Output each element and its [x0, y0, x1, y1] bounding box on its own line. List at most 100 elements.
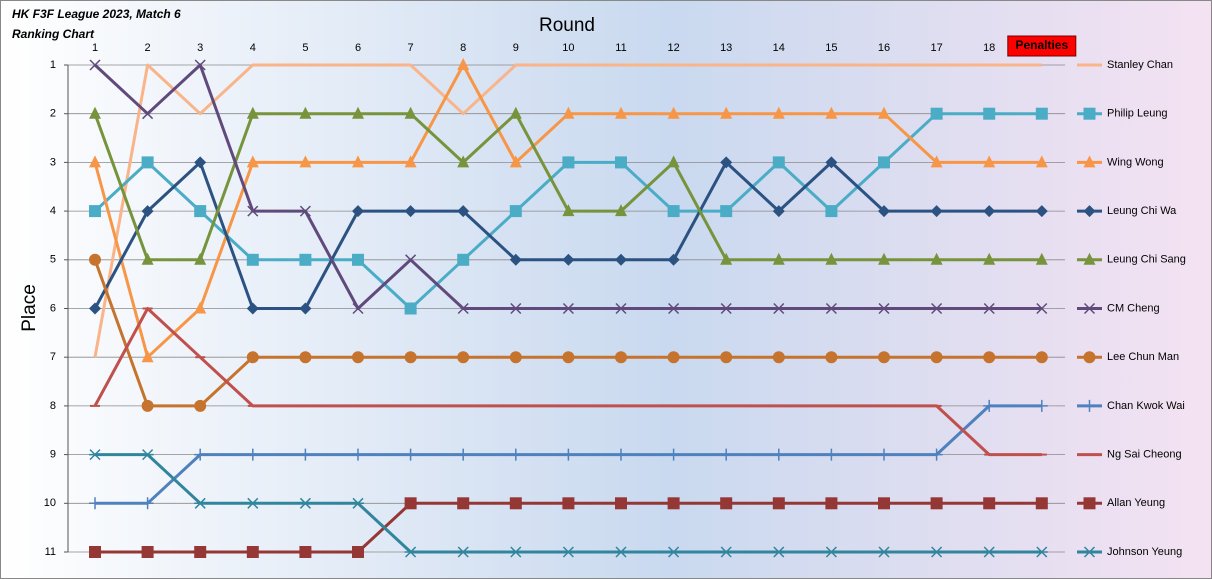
data-point — [720, 546, 733, 558]
legend-marker — [1083, 155, 1096, 168]
data-point — [509, 351, 522, 364]
data-point — [352, 205, 364, 218]
data-point — [983, 107, 996, 120]
legend-marker — [1083, 546, 1096, 558]
y-tick-label: 9 — [50, 449, 56, 461]
data-point — [772, 497, 785, 510]
data-point — [615, 546, 627, 558]
data-point — [825, 351, 838, 364]
data-point — [615, 106, 627, 119]
data-point — [1035, 205, 1048, 218]
data-point — [89, 59, 101, 71]
chart-subtitle: Ranking Chart — [12, 27, 95, 41]
data-point — [352, 302, 364, 315]
data-point — [404, 448, 417, 461]
data-point — [509, 205, 522, 218]
data-point — [562, 106, 575, 119]
data-point — [772, 252, 785, 265]
data-point — [457, 497, 470, 510]
data-point — [299, 448, 312, 461]
legend-marker — [1083, 107, 1096, 120]
data-point — [720, 448, 733, 461]
chart-title: HK F3F League 2023, Match 6 — [12, 7, 181, 21]
x-tick-label: 1 — [92, 42, 98, 54]
data-point — [299, 205, 311, 217]
data-point — [825, 448, 838, 461]
data-point — [141, 497, 154, 510]
category-highlight — [1007, 35, 1077, 57]
data-point — [352, 253, 364, 266]
data-point — [352, 546, 364, 558]
y-axis-title: Place — [19, 284, 40, 332]
data-point — [562, 448, 575, 461]
y-tick-label: 8 — [50, 400, 56, 412]
data-point — [457, 253, 470, 266]
data-point — [404, 302, 417, 315]
data-point — [720, 497, 733, 510]
data-point — [720, 106, 733, 119]
data-point — [878, 156, 890, 169]
x-tick-label: 7 — [408, 42, 414, 54]
data-point — [89, 546, 101, 558]
data-point — [457, 448, 470, 461]
data-point — [89, 449, 101, 461]
legend-marker — [1083, 497, 1096, 510]
data-point — [562, 497, 575, 510]
data-point — [1035, 399, 1048, 412]
x-tick-label: 2 — [145, 42, 151, 54]
data-point — [562, 204, 575, 217]
legend-marker — [1083, 252, 1096, 265]
data-point — [562, 156, 575, 169]
legend-label: CM Cheng — [1107, 302, 1160, 314]
data-point — [509, 497, 522, 510]
x-tick-label: 3 — [197, 42, 203, 54]
data-point — [983, 252, 996, 265]
x-tick-label: 11 — [615, 42, 626, 54]
data-point — [615, 156, 627, 169]
data-point — [141, 399, 154, 412]
data-point — [299, 546, 312, 558]
data-point — [878, 106, 890, 119]
x-tick-label: 5 — [302, 42, 308, 54]
data-point — [983, 399, 996, 412]
data-point — [983, 351, 996, 364]
y-tick-label: 4 — [50, 205, 56, 217]
data-point — [930, 448, 943, 461]
data-point — [878, 302, 890, 315]
data-point — [141, 156, 154, 169]
data-point — [1036, 302, 1048, 315]
x-tick-label: 17 — [930, 42, 942, 54]
data-point — [878, 448, 890, 461]
y-tick-label: 1 — [50, 59, 56, 71]
data-point — [1035, 497, 1048, 510]
data-point — [615, 448, 627, 461]
data-point — [825, 252, 838, 265]
x-tick-label: 10 — [562, 42, 574, 54]
data-point — [1035, 107, 1048, 120]
data-point — [89, 205, 101, 218]
data-point — [89, 155, 101, 168]
data-point — [89, 497, 101, 510]
data-point — [510, 302, 522, 315]
data-point — [983, 546, 996, 558]
data-point — [509, 546, 522, 558]
data-point — [931, 302, 943, 315]
data-point — [246, 351, 259, 364]
data-point — [878, 546, 890, 558]
data-point — [352, 155, 364, 168]
data-point — [404, 205, 417, 218]
legend-label: Johnson Yeung — [1107, 546, 1182, 558]
data-point — [667, 546, 680, 558]
data-point — [457, 351, 470, 364]
data-point — [194, 301, 207, 314]
data-point — [141, 350, 154, 363]
data-point — [878, 351, 890, 364]
legend-label: Leung Chi Sang — [1107, 254, 1186, 266]
data-point — [772, 156, 785, 169]
data-point — [404, 497, 417, 510]
data-point — [562, 302, 574, 315]
data-point — [1035, 351, 1048, 364]
data-point — [299, 155, 312, 168]
data-point — [404, 546, 417, 558]
legend-label: Lee Chun Man — [1107, 351, 1179, 363]
